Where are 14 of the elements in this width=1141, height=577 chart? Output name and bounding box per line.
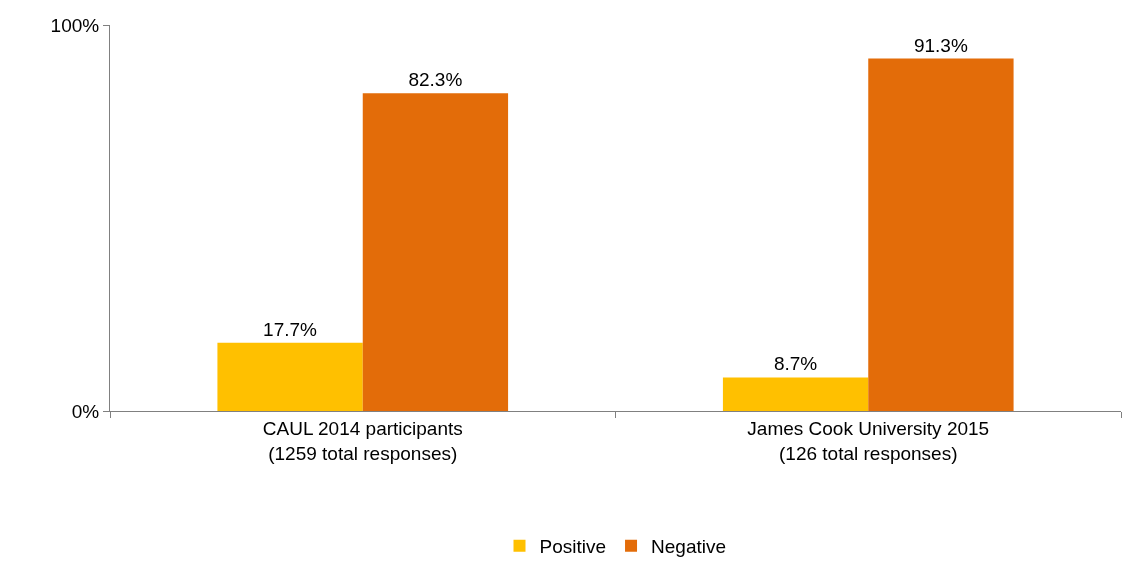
y-tick-label: 0%: [71, 400, 100, 422]
bar: [217, 342, 363, 411]
x-tick-label: James Cook University 2015 (126 total responses): [747, 417, 990, 464]
bar: [362, 93, 509, 411]
data-label: 91.3%: [913, 34, 968, 56]
data-label: 8.7%: [773, 353, 818, 375]
bar: [722, 377, 869, 411]
data-label: 17.7%: [263, 318, 318, 340]
x-tick-label: CAUL 2014 participants (1259 total responses): [262, 417, 463, 464]
legend-label: Negative: [651, 536, 727, 558]
data-label: 82.3%: [408, 69, 463, 91]
bar: [868, 58, 1014, 411]
y-tick-label: 100%: [50, 14, 100, 36]
legend-label: Positive: [539, 536, 607, 558]
